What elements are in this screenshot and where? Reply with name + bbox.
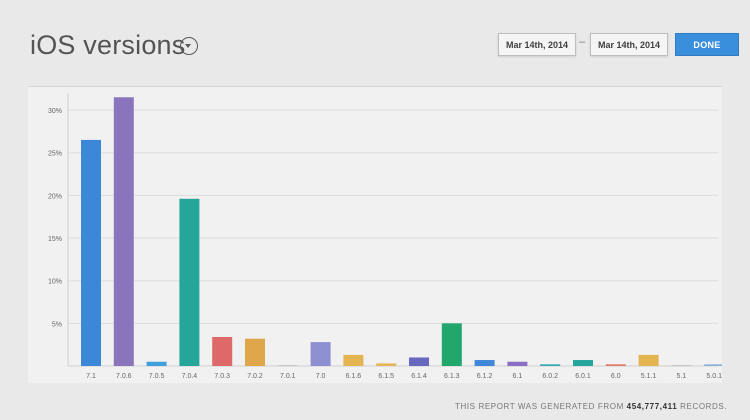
bar-7-1 (81, 139, 101, 366)
chart-panel: 5% 10% 15% 20% 25% 30% 7.1 7.0.6 7.0.5 7.0.4 7.0.3… (28, 86, 722, 383)
x-tick-label: 6.1.2 (477, 373, 493, 380)
x-tick-label: 5.0.1 (706, 373, 722, 380)
x-tick-label: 7.0.4 (182, 373, 198, 380)
y-tick-label: 30% (48, 108, 62, 115)
bar-7-0-2 (245, 338, 265, 366)
chevron-down-circle-icon[interactable] (180, 37, 198, 55)
bar-7-0 (310, 342, 331, 366)
bar-chart: 5% 10% 15% 20% 25% 30% 7.1 7.0.6 7.0.5 7.0.4 7.0.3… (48, 93, 722, 380)
x-tick-label: 6.0 (611, 373, 621, 380)
x-tick-label: 5.1 (677, 373, 687, 380)
bar-6-0 (605, 364, 626, 366)
bar-7-0-6 (113, 97, 134, 366)
report-header: iOS versions Mar 14th, 2014 – Mar 14th, … (0, 0, 750, 80)
bar-6-1-5 (376, 363, 397, 366)
bar-7-0-1 (277, 365, 298, 366)
x-tick-label: 7.0.2 (247, 373, 263, 380)
bar-6-1-2 (474, 360, 495, 366)
date-range-separator: – (579, 36, 586, 48)
bar-7-0-3 (212, 336, 233, 366)
footer-prefix: THIS REPORT WAS GENERATED FROM (455, 402, 624, 411)
x-tick-label: 6.0.2 (542, 373, 558, 380)
x-tick-label: 5.1.1 (641, 373, 657, 380)
x-tick-label: 6.1 (513, 373, 523, 380)
bar-6-1 (507, 361, 528, 366)
start-date-picker[interactable]: Mar 14th, 2014 (498, 33, 576, 56)
bar-7-0-4 (179, 198, 200, 366)
x-tick-label: 7.0 (316, 373, 326, 380)
done-button[interactable]: DONE (675, 33, 739, 56)
y-tick-label: 25% (48, 151, 62, 158)
bar-5-1-1 (638, 354, 659, 366)
x-tick-label: 7.1 (86, 373, 96, 380)
x-tick-label: 6.1.6 (346, 373, 362, 380)
bar-6-1-3 (441, 323, 462, 366)
bar-6-1-6 (343, 354, 364, 366)
y-tick-label: 5% (52, 321, 62, 328)
x-tick-label: 6.1.3 (444, 373, 460, 380)
x-tick-label: 7.0.5 (149, 373, 165, 380)
bar-5-1 (671, 365, 692, 366)
x-tick-label: 6.0.1 (575, 373, 591, 380)
bar-6-0-1 (573, 360, 593, 366)
x-tick-label: 7.0.6 (116, 373, 132, 380)
end-date-picker[interactable]: Mar 14th, 2014 (590, 33, 668, 56)
bar-6-1-4 (409, 357, 429, 366)
x-tick-label: 7.0.1 (280, 373, 296, 380)
report-footer: THIS REPORT WAS GENERATED FROM 454,777,4… (455, 402, 727, 411)
y-tick-label: 15% (48, 236, 62, 243)
bar-5-0-1 (704, 364, 722, 366)
y-tick-label: 10% (48, 279, 62, 286)
x-tick-label: 6.1.4 (411, 373, 427, 380)
y-tick-label: 20% (48, 193, 62, 200)
x-tick-label: 7.0.3 (214, 373, 230, 380)
record-count: 454,777,411 (626, 402, 678, 411)
page-title: iOS versions (30, 30, 186, 60)
footer-suffix: RECORDS. (680, 402, 728, 411)
x-tick-label: 6.1.5 (378, 373, 394, 380)
bar-7-0-5 (146, 361, 167, 366)
bar-6-0-2 (540, 364, 561, 366)
